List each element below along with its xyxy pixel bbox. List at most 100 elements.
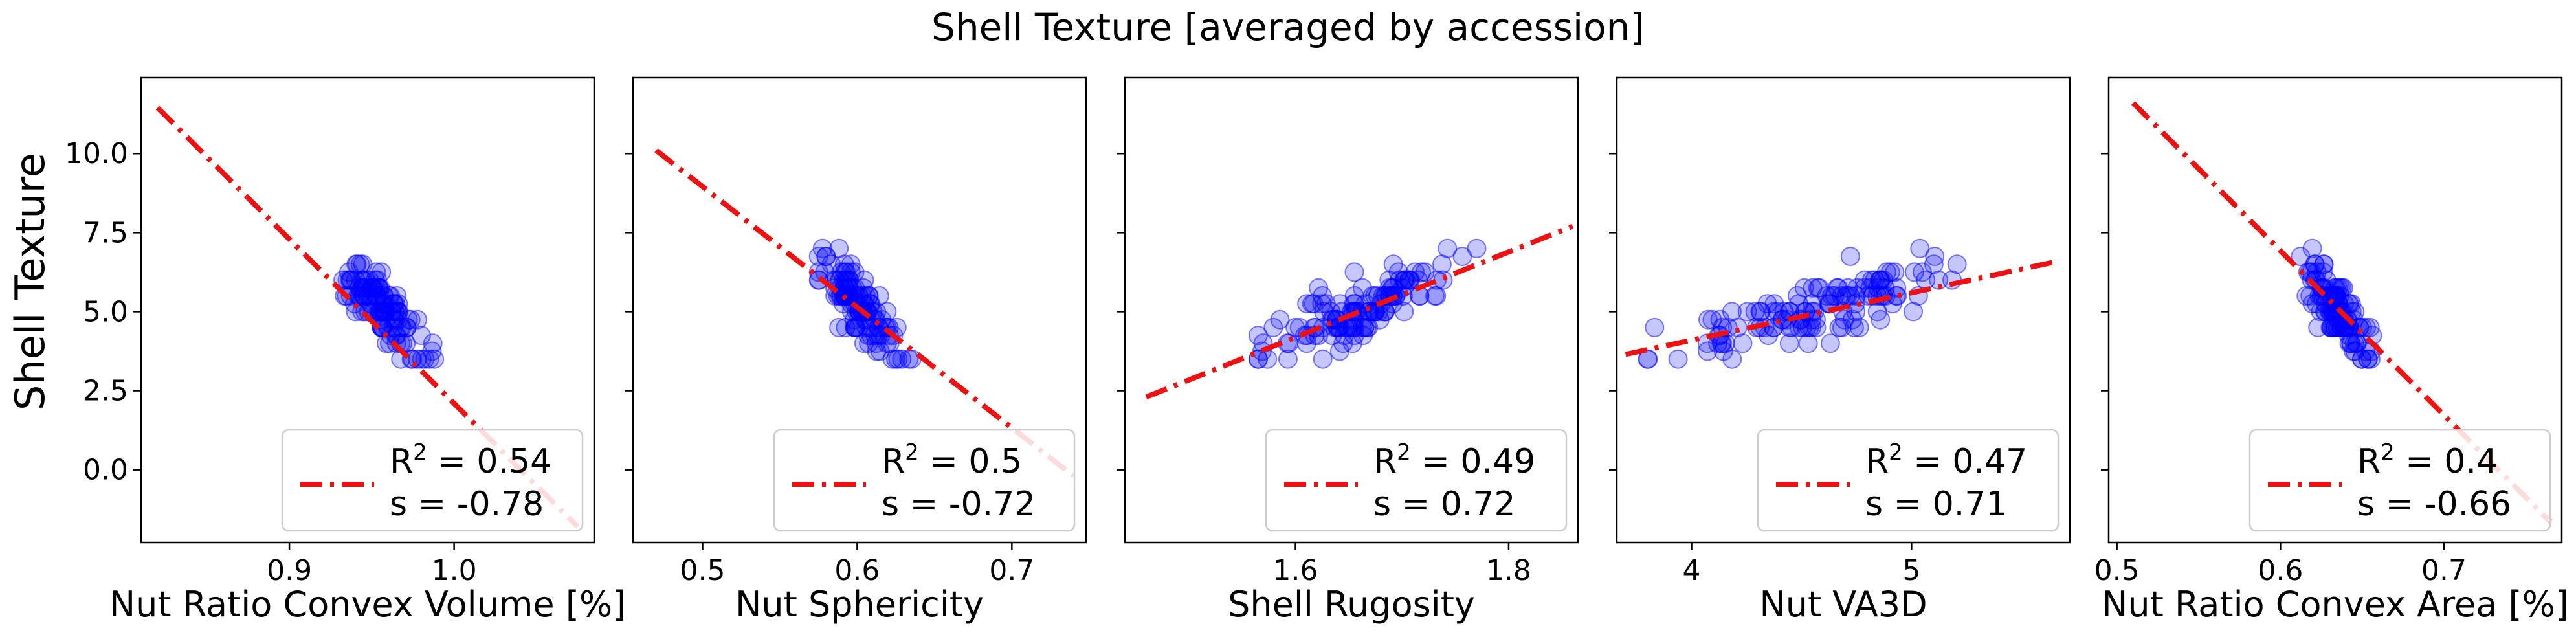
scatter-point bbox=[1925, 247, 1945, 266]
scatter-point bbox=[1698, 341, 1718, 361]
x-tick-label: 0.5 bbox=[680, 554, 726, 587]
scatter-point bbox=[1916, 270, 1936, 290]
scatter-point bbox=[1322, 326, 1342, 346]
scatter-point bbox=[854, 333, 874, 353]
scatter-point bbox=[422, 341, 442, 361]
scatter-point bbox=[1638, 349, 1658, 369]
scatter-point bbox=[1829, 317, 1849, 337]
subplot-3: 1.6 1.8 Shell Rugosity R2 = 0.49 s = 0.72 bbox=[1117, 76, 1579, 625]
legend-r2-text: R2 = 0.47 bbox=[1865, 440, 2027, 481]
x-tick-label: 5 bbox=[1902, 554, 1920, 587]
legend: R2 = 0.54 s = -0.78 bbox=[281, 429, 584, 532]
r2-symbol: R bbox=[2357, 442, 2381, 481]
scatter-point bbox=[1799, 317, 1819, 337]
scatter-point bbox=[2308, 317, 2328, 337]
scatter-point bbox=[1366, 302, 1386, 322]
scatter-point bbox=[1344, 317, 1364, 337]
legend: R2 = 0.5 s = -0.72 bbox=[773, 429, 1076, 532]
legend: R2 = 0.47 s = 0.71 bbox=[1757, 429, 2060, 532]
scatter-point bbox=[370, 302, 390, 322]
scatter-point bbox=[1344, 262, 1364, 282]
scatter-point bbox=[1333, 333, 1353, 353]
scatter-point bbox=[355, 286, 375, 306]
scatter-point bbox=[1313, 349, 1333, 369]
x-tick-label: 0.9 bbox=[267, 554, 312, 587]
scatter-point bbox=[1278, 349, 1298, 369]
scatter-point bbox=[1803, 278, 1823, 298]
y-tick-label: 0.0 bbox=[83, 454, 128, 487]
legend-box bbox=[2248, 429, 2551, 532]
x-axis-label: Nut VA3D bbox=[1759, 584, 1927, 625]
scatter-point bbox=[841, 254, 861, 274]
scatter-point bbox=[1759, 326, 1779, 346]
scatter-points bbox=[2291, 238, 2382, 369]
scatter-point bbox=[1713, 341, 1733, 361]
scatter-point bbox=[2305, 254, 2325, 274]
x-tick-label: 0.6 bbox=[834, 554, 880, 587]
scatter-point bbox=[1868, 278, 1888, 298]
x-tick-label: 1.8 bbox=[1486, 554, 1531, 587]
scatter-point bbox=[1668, 349, 1688, 369]
scatter-point bbox=[1733, 333, 1753, 353]
scatter-points bbox=[808, 238, 922, 369]
legend-slope-text: s = -0.66 bbox=[2357, 485, 2511, 524]
scatter-point bbox=[1757, 294, 1777, 314]
legend-slope-text: s = 0.72 bbox=[1373, 485, 1516, 524]
regression-line bbox=[654, 148, 1076, 478]
scatter-point bbox=[339, 262, 359, 282]
legend-r2-text: R2 = 0.54 bbox=[390, 440, 551, 481]
x-tick-label: 1.6 bbox=[1273, 554, 1318, 587]
scatter-point bbox=[886, 349, 905, 369]
scatter-point bbox=[2326, 302, 2346, 322]
scatter-point bbox=[1798, 333, 1818, 353]
x-axis-label: Nut Ratio Convex Area [%] bbox=[2102, 584, 2569, 625]
scatter-point bbox=[1248, 326, 1268, 346]
x-tick-label: 1.0 bbox=[432, 554, 477, 587]
x-tick-label: 0.7 bbox=[989, 554, 1034, 587]
regression-line bbox=[2131, 101, 2553, 524]
scatter-point bbox=[1924, 254, 1944, 274]
scatter-point bbox=[831, 262, 851, 282]
scatter-point bbox=[1344, 286, 1364, 306]
x-tick-label: 0.5 bbox=[2094, 554, 2140, 587]
scatter-point bbox=[1344, 326, 1364, 346]
r2-value: = 0.49 bbox=[1411, 442, 1535, 481]
scatter-point bbox=[362, 278, 383, 298]
scatter-point bbox=[1820, 333, 1840, 353]
legend-box bbox=[773, 429, 1076, 532]
regression-line bbox=[155, 106, 580, 529]
shared-y-axis-label: Shell Texture bbox=[6, 153, 54, 410]
legend-box bbox=[1757, 429, 2060, 532]
axes-frame bbox=[2107, 76, 2563, 544]
scatter-point bbox=[1425, 286, 1445, 306]
scatter-point bbox=[1787, 286, 1807, 306]
scatter-point bbox=[1947, 254, 1967, 274]
legend-slope-text: s = -0.72 bbox=[882, 485, 1036, 524]
scatter-point bbox=[1854, 278, 1874, 298]
axes-frame bbox=[632, 76, 1087, 544]
legend: R2 = 0.4 s = -0.66 bbox=[2248, 429, 2551, 532]
scatter-point bbox=[381, 326, 401, 346]
scatter-point bbox=[1394, 270, 1414, 290]
scatter-point bbox=[2307, 262, 2327, 282]
scatter-point bbox=[1270, 309, 1290, 330]
scatter-point bbox=[1297, 294, 1317, 314]
legend-r2-text: R2 = 0.4 bbox=[2357, 440, 2498, 481]
r2-value: = 0.54 bbox=[427, 442, 551, 481]
scatter-point bbox=[1871, 309, 1891, 330]
r2-symbol: R bbox=[390, 442, 413, 481]
scatter-point bbox=[1849, 317, 1869, 337]
r2-superscript: 2 bbox=[413, 440, 427, 465]
scatter-point bbox=[1910, 238, 1930, 258]
r2-value: = 0.47 bbox=[1903, 442, 2027, 481]
regression-line bbox=[1625, 258, 2060, 357]
scatter-point bbox=[1360, 302, 1380, 322]
scatter-points bbox=[333, 254, 445, 369]
scatter-point bbox=[372, 262, 392, 282]
legend-r2-text: R2 = 0.5 bbox=[882, 440, 1022, 481]
scatter-points bbox=[1638, 238, 1967, 369]
x-tick-label: 0.6 bbox=[2258, 554, 2303, 587]
scatter-point bbox=[1438, 238, 1458, 258]
